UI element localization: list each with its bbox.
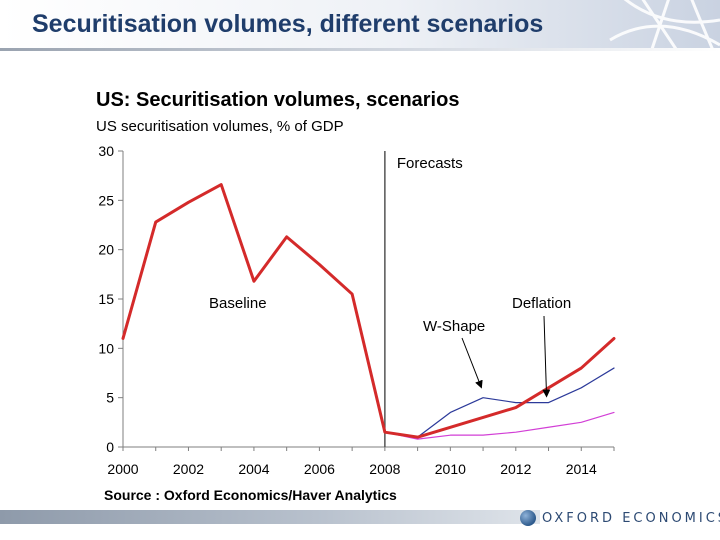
slide-title: Securitisation volumes, different scenar… [32, 10, 544, 38]
y-tick-label: 5 [106, 390, 114, 406]
x-tick-label: 2006 [304, 461, 335, 477]
header-rule [0, 48, 720, 51]
annotation-arrow [461, 337, 483, 389]
chart-subtitle: US securitisation volumes, % of GDP [96, 118, 344, 135]
y-tick-label: 30 [98, 143, 114, 159]
x-tick-label: 2010 [435, 461, 466, 477]
annotation-w-shape: W-Shape [423, 318, 485, 335]
y-tick-label: 20 [98, 242, 114, 258]
x-tick-label: 2000 [107, 461, 138, 477]
x-tick-label: 2002 [173, 461, 204, 477]
y-tick-label: 15 [98, 291, 114, 307]
globe-decoration-icon [609, 0, 720, 48]
chart-source: Source : Oxford Economics/Haver Analytic… [104, 487, 397, 503]
series-line-deflation [384, 411, 615, 440]
oxford-economics-logo-icon [520, 510, 536, 526]
chart-title: US: Securitisation volumes, scenarios [96, 89, 460, 111]
footer-logo-text: OXFORD ECONOMICS [542, 510, 720, 526]
slide-header: Securitisation volumes, different scenar… [0, 0, 720, 48]
y-tick-label: 0 [106, 439, 114, 455]
annotation-baseline: Baseline [209, 295, 267, 312]
x-tick-label: 2004 [238, 461, 269, 477]
forecast-label: Forecasts [397, 155, 463, 172]
annotation-arrow [542, 315, 551, 398]
y-tick-label: 25 [98, 192, 114, 208]
footer-bar [0, 510, 540, 524]
annotation-deflation: Deflation [512, 295, 571, 312]
x-tick-label: 2008 [369, 461, 400, 477]
x-tick-label: 2012 [500, 461, 531, 477]
series-line-baseline [121, 183, 616, 439]
y-tick-label: 10 [98, 340, 114, 356]
series-line-w-shape [384, 367, 615, 438]
x-tick-label: 2014 [566, 461, 597, 477]
footer-logo: OXFORD ECONOMICS [520, 509, 720, 527]
